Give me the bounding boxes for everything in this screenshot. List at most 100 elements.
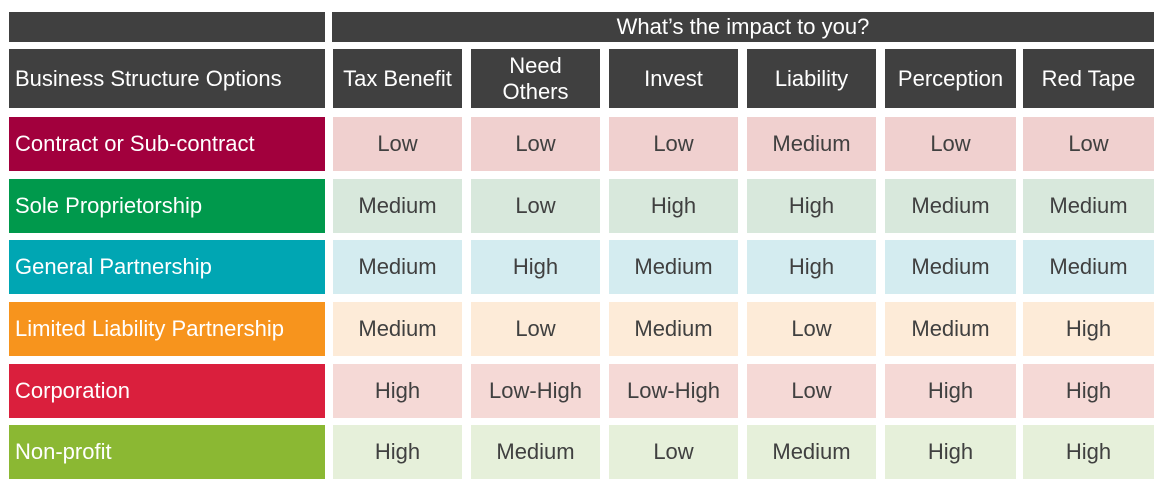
table-cell: Medium bbox=[1023, 240, 1154, 294]
table-cell: Medium bbox=[747, 425, 876, 479]
table-cell: High bbox=[1023, 364, 1154, 418]
table-cell: High bbox=[885, 364, 1016, 418]
cell-value: Low bbox=[791, 378, 832, 404]
table-cell: High bbox=[1023, 425, 1154, 479]
row-head-sole-proprietorship: Sole Proprietorship bbox=[9, 179, 325, 233]
row-head-general-partnership: General Partnership bbox=[9, 240, 325, 294]
cell-value: High bbox=[927, 378, 974, 404]
cell-value: Medium bbox=[1049, 254, 1128, 280]
table-cell: Low-High bbox=[609, 364, 738, 418]
options-label: Business Structure Options bbox=[15, 65, 282, 91]
cell-value: Low bbox=[653, 439, 694, 465]
cell-value: High bbox=[1065, 316, 1112, 342]
table-cell: High bbox=[333, 364, 462, 418]
table-cell: Medium bbox=[333, 302, 462, 356]
row-label: Non-profit bbox=[15, 439, 112, 465]
blank-header-cell bbox=[9, 12, 325, 42]
cell-value: Medium bbox=[911, 254, 990, 280]
cell-value: High bbox=[1065, 439, 1112, 465]
table-cell: Medium bbox=[609, 240, 738, 294]
table-cell: Medium bbox=[1023, 179, 1154, 233]
cell-value: Medium bbox=[634, 254, 713, 280]
row-head-llp: Limited Liability Partnership bbox=[9, 302, 325, 356]
row-label: Contract or Sub-contract bbox=[15, 131, 255, 157]
column-label: Need Others bbox=[502, 53, 569, 104]
row-head-contract: Contract or Sub-contract bbox=[9, 117, 325, 171]
table-cell: Medium bbox=[885, 179, 1016, 233]
table-cell: Low bbox=[747, 302, 876, 356]
cell-value: High bbox=[374, 378, 421, 404]
row-label: Corporation bbox=[15, 378, 130, 404]
table-cell: High bbox=[471, 240, 600, 294]
cell-value: Medium bbox=[634, 316, 713, 342]
table-cell: Medium bbox=[333, 179, 462, 233]
cell-value: Low bbox=[377, 131, 418, 157]
row-head-corporation: Corporation bbox=[9, 364, 325, 418]
column-header-need-others: Need Others bbox=[471, 49, 600, 108]
cell-value: Low bbox=[791, 316, 832, 342]
cell-value: High bbox=[374, 439, 421, 465]
cell-value: High bbox=[1065, 378, 1112, 404]
cell-value: Low bbox=[930, 131, 971, 157]
options-header: Business Structure Options bbox=[9, 49, 325, 108]
table-cell: Low bbox=[1023, 117, 1154, 171]
impact-header: What’s the impact to you? bbox=[332, 12, 1154, 42]
cell-value: Medium bbox=[911, 316, 990, 342]
table-cell: Medium bbox=[471, 425, 600, 479]
cell-value: Low bbox=[653, 131, 694, 157]
cell-value: Low bbox=[515, 193, 556, 219]
row-label: General Partnership bbox=[15, 254, 212, 280]
cell-value: Low bbox=[1068, 131, 1109, 157]
table-cell: Medium bbox=[885, 302, 1016, 356]
column-header-perception: Perception bbox=[885, 49, 1016, 108]
cell-value: Medium bbox=[772, 131, 851, 157]
table-cell: High bbox=[1023, 302, 1154, 356]
cell-value: Medium bbox=[358, 254, 437, 280]
row-label: Limited Liability Partnership bbox=[15, 316, 285, 342]
impact-title: What’s the impact to you? bbox=[616, 14, 870, 40]
cell-value: Medium bbox=[911, 193, 990, 219]
cell-value: High bbox=[788, 193, 835, 219]
cell-value: Low bbox=[515, 316, 556, 342]
table-cell: Medium bbox=[747, 117, 876, 171]
column-header-liability: Liability bbox=[747, 49, 876, 108]
column-label: Invest bbox=[644, 65, 703, 91]
table-cell: Medium bbox=[333, 240, 462, 294]
table-cell: Low bbox=[609, 117, 738, 171]
cell-value: High bbox=[512, 254, 559, 280]
column-header-tax-benefit: Tax Benefit bbox=[333, 49, 462, 108]
cell-value: High bbox=[650, 193, 697, 219]
table-cell: Low bbox=[609, 425, 738, 479]
column-header-invest: Invest bbox=[609, 49, 738, 108]
column-label: Perception bbox=[897, 65, 1004, 91]
cell-value: Low-High bbox=[627, 378, 720, 404]
table-cell: Low bbox=[471, 302, 600, 356]
row-label: Sole Proprietorship bbox=[15, 193, 203, 219]
column-label: Red Tape bbox=[1041, 65, 1136, 91]
cell-value: Medium bbox=[496, 439, 575, 465]
column-label: Tax Benefit bbox=[343, 65, 452, 91]
cell-value: Medium bbox=[772, 439, 851, 465]
cell-value: Low-High bbox=[489, 378, 582, 404]
table-cell: High bbox=[747, 240, 876, 294]
table-cell: High bbox=[333, 425, 462, 479]
cell-value: Medium bbox=[358, 316, 437, 342]
table-cell: Medium bbox=[609, 302, 738, 356]
row-head-non-profit: Non-profit bbox=[9, 425, 325, 479]
column-label: Liability bbox=[774, 65, 849, 91]
cell-value: High bbox=[927, 439, 974, 465]
table-cell: Low bbox=[747, 364, 876, 418]
table-cell: Low bbox=[333, 117, 462, 171]
cell-value: Low bbox=[515, 131, 556, 157]
table-cell: Low bbox=[471, 117, 600, 171]
table-cell: High bbox=[609, 179, 738, 233]
cell-value: Medium bbox=[1049, 193, 1128, 219]
table-cell: Low bbox=[471, 179, 600, 233]
table-cell: High bbox=[747, 179, 876, 233]
cell-value: Medium bbox=[358, 193, 437, 219]
table-cell: Low bbox=[885, 117, 1016, 171]
cell-value: High bbox=[788, 254, 835, 280]
table-cell: High bbox=[885, 425, 1016, 479]
table-cell: Medium bbox=[885, 240, 1016, 294]
table-cell: Low-High bbox=[471, 364, 600, 418]
